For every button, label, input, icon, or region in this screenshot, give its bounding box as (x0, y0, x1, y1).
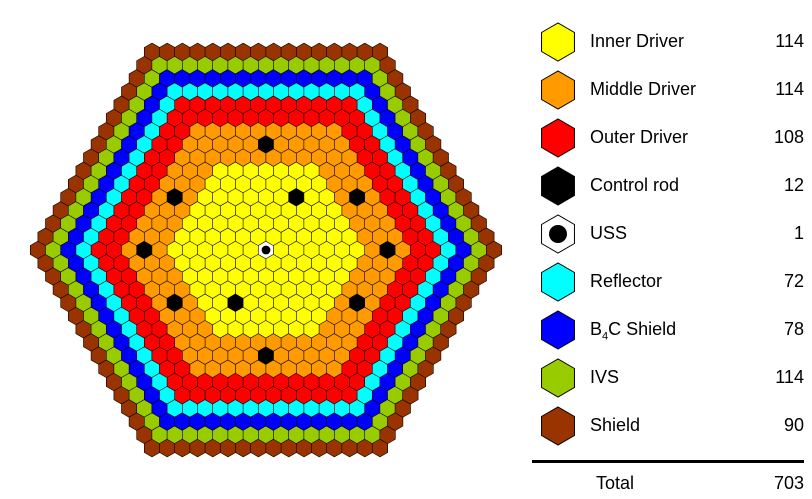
inner-driver-swatch-icon (541, 22, 575, 62)
outer-driver-swatch-icon (541, 118, 575, 158)
ivs-swatch-icon (541, 358, 575, 398)
total-count: 703 (773, 473, 804, 493)
legend-count: 72 (783, 271, 804, 291)
legend-item-ivs: IVS 114 (532, 358, 804, 398)
legend-count: 12 (783, 175, 804, 195)
total-label: Total (596, 473, 635, 493)
legend-item-control-rod: Control rod 12 (532, 166, 804, 206)
legend-count: 114 (775, 367, 804, 387)
uss-center-dot (261, 245, 271, 255)
legend-item-outer-driver: Outer Driver 108 (532, 118, 804, 158)
legend-label: IVS (590, 367, 620, 387)
legend-item-middle-driver: Middle Driver 114 (532, 70, 804, 110)
legend-item-inner-driver: Inner Driver 114 (532, 22, 804, 62)
legend-count: 114 (775, 79, 804, 99)
total-divider (532, 460, 804, 463)
b4c-shield-swatch-icon (541, 310, 575, 350)
legend-count: 1 (793, 223, 804, 243)
legend-count: 78 (783, 319, 804, 339)
shield-assembly (485, 240, 503, 260)
legend-label: Shield (590, 415, 641, 435)
middle-driver-swatch-icon (541, 70, 575, 110)
legend-item-shield: Shield 90 (532, 406, 804, 446)
reflector-swatch-icon (541, 262, 575, 302)
uss-swatch-icon (541, 214, 575, 254)
legend-item-reflector: Reflector 72 (532, 262, 804, 302)
legend-label: Control rod (590, 175, 680, 195)
legend-label: Outer Driver (590, 127, 689, 147)
legend-label: Reflector (590, 271, 663, 291)
reactor-core-map (29, 42, 503, 458)
legend-item-uss: USS 1 (532, 214, 804, 254)
legend-label: Inner Driver (590, 31, 685, 51)
legend-label: B4C Shield (590, 319, 677, 343)
legend-count: 114 (775, 31, 804, 51)
legend: Inner Driver 114 Middle Driver 114 Outer… (532, 0, 812, 499)
shield-swatch-icon (541, 406, 575, 446)
control-rod-swatch-icon (541, 166, 575, 206)
legend-label: USS (590, 223, 628, 243)
legend-count: 108 (773, 127, 804, 147)
legend-label: Middle Driver (590, 79, 697, 99)
legend-count: 90 (783, 415, 804, 435)
legend-item-b4c-shield: B4C Shield 78 (532, 310, 804, 350)
